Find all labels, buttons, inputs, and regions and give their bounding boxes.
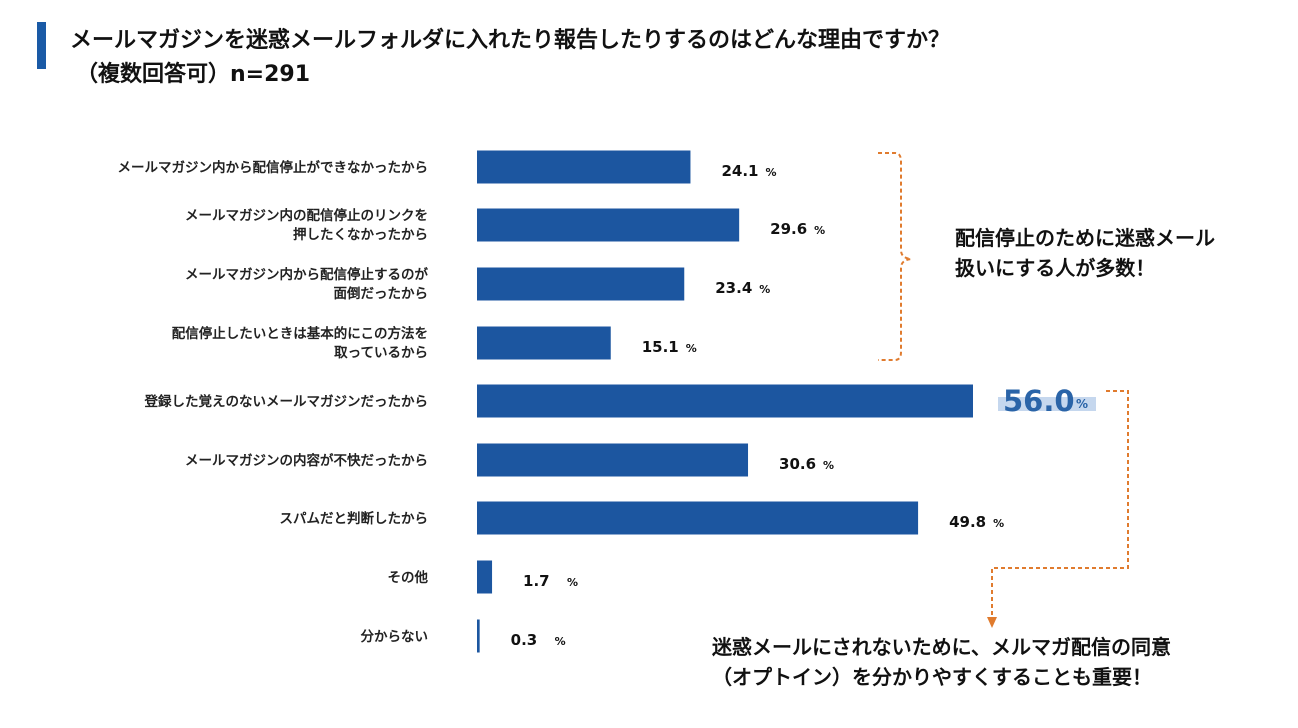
chart-title: メールマガジンを迷惑メールフォルダに入れたり報告したりするのはどんな理由ですか？	[70, 28, 951, 53]
bottom-callout-line1: 迷惑メールにされないために、メルマガ配信の同意	[712, 635, 1171, 659]
category-label: メールマガジン内から配信停止ができなかったから	[118, 159, 429, 176]
group-callout-line2: 扱いにする人が多数！	[955, 256, 1156, 280]
data-label: 24.1	[721, 162, 758, 180]
bar	[477, 619, 480, 653]
data-label-unit: %	[555, 635, 566, 648]
bar	[477, 560, 493, 594]
data-label: 49.8	[949, 513, 986, 531]
data-label-unit: %	[759, 283, 770, 296]
bar	[477, 150, 691, 184]
category-label: スパムだと判断したから	[280, 510, 429, 527]
category-label: その他	[388, 569, 429, 586]
category-label: 配信停止したいときは基本的にこの方法を取っているから	[172, 325, 428, 361]
category-label: 登録した覚えのないメールマガジンだったから	[144, 393, 429, 410]
data-label-unit: %	[1076, 397, 1088, 411]
data-label-unit: %	[567, 576, 578, 589]
chart-subtitle: （複数回答可）n=291	[76, 62, 311, 87]
bar	[477, 443, 749, 477]
data-label-unit: %	[686, 342, 697, 355]
title-accent-bar	[37, 22, 46, 69]
bar	[477, 384, 973, 418]
connector-line	[991, 390, 1129, 618]
data-label-unit: %	[993, 517, 1004, 530]
data-label: 15.1	[642, 338, 679, 356]
group-bracket	[878, 152, 912, 361]
data-label: 29.6	[770, 220, 807, 238]
bar	[477, 208, 740, 242]
data-label: 1.7	[523, 572, 550, 590]
data-label: 56.0	[1003, 384, 1075, 418]
bar	[477, 267, 685, 301]
group-callout-line1: 配信停止のために迷惑メール	[955, 226, 1215, 250]
data-label: 0.3	[511, 631, 538, 649]
bar	[477, 326, 611, 360]
connector-arrowhead	[987, 617, 997, 628]
data-label-unit: %	[814, 224, 825, 237]
group-callout: 配信停止のために迷惑メール 扱いにする人が多数！	[955, 223, 1215, 283]
highlight-band	[998, 397, 1096, 411]
data-label: 30.6	[779, 455, 816, 473]
bottom-callout: 迷惑メールにされないために、メルマガ配信の同意 （オプトイン）を分かりやすくする…	[712, 632, 1171, 692]
category-label: メールマガジンの内容が不快だったから	[185, 452, 428, 469]
category-label: メールマガジン内の配信停止のリンクを押したくなかったから	[185, 207, 428, 243]
data-label-unit: %	[765, 166, 776, 179]
data-label: 23.4	[715, 279, 752, 297]
bottom-callout-line2: （オプトイン）を分かりやすくすることも重要！	[712, 665, 1152, 689]
category-label: 分からない	[361, 629, 429, 645]
bar	[477, 501, 919, 535]
category-label: メールマガジン内から配信停止するのが面倒だったから	[185, 266, 428, 302]
data-label-unit: %	[823, 459, 834, 472]
